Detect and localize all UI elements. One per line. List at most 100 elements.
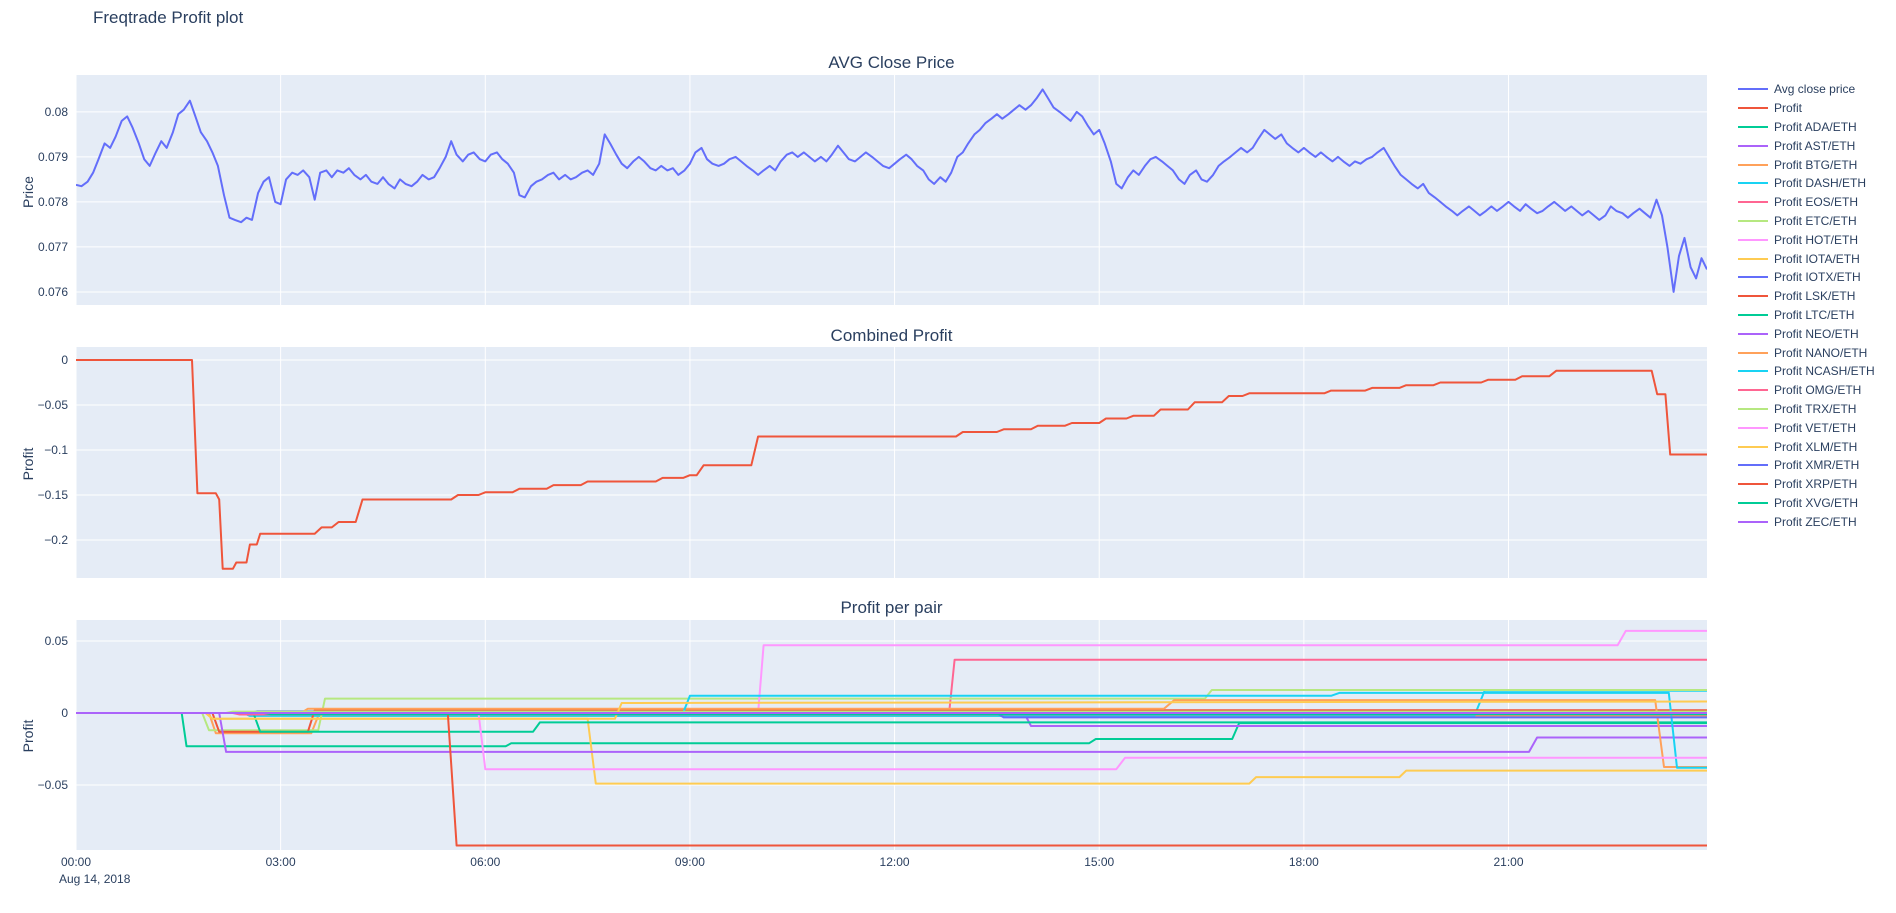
legend-item-profit-etc-eth[interactable]: Profit ETC/ETH bbox=[1738, 212, 1896, 231]
legend-item-profit-ncash-eth[interactable]: Profit NCASH/ETH bbox=[1738, 362, 1896, 381]
legend-item-profit-ada-eth[interactable]: Profit ADA/ETH bbox=[1738, 118, 1896, 137]
legend-item-label: Profit EOS/ETH bbox=[1774, 195, 1859, 210]
y-tick-label: 0.077 bbox=[37, 239, 68, 254]
legend-item-profit-nano-eth[interactable]: Profit NANO/ETH bbox=[1738, 343, 1896, 362]
legend-swatch-line bbox=[1738, 313, 1768, 316]
x-tick-label: 00:00 bbox=[60, 855, 92, 869]
legend-item-label: Profit NEO/ETH bbox=[1774, 326, 1859, 341]
legend-item-label: Profit BTG/ETH bbox=[1774, 157, 1858, 172]
legend-item-profit-vet-eth[interactable]: Profit VET/ETH bbox=[1738, 418, 1896, 437]
legend-swatch-line bbox=[1738, 407, 1768, 410]
x-tick-label: 21:00 bbox=[1493, 855, 1524, 869]
plot-area-0[interactable] bbox=[76, 75, 1707, 305]
legend-item-label: Profit XVG/ETH bbox=[1774, 495, 1859, 510]
plot-background bbox=[76, 620, 1707, 850]
legend-item-label: Profit TRX/ETH bbox=[1774, 401, 1857, 416]
x-tick-label: 15:00 bbox=[1084, 855, 1115, 869]
legend-item-label: Profit XMR/ETH bbox=[1774, 458, 1860, 473]
y-tick-label: 0.08 bbox=[44, 104, 68, 119]
legend: Avg close price Profit Profit ADA/ETH Profi… bbox=[1738, 80, 1896, 531]
legend-swatch-line bbox=[1738, 464, 1768, 467]
legend-item-profit[interactable]: Profit bbox=[1738, 99, 1896, 118]
y-tick-label: 0.076 bbox=[37, 284, 68, 299]
y-tick-label: 0.079 bbox=[37, 149, 68, 164]
legend-item-profit-xvg-eth[interactable]: Profit XVG/ETH bbox=[1738, 494, 1896, 513]
x-axis-date-label: Aug 14, 2018 bbox=[59, 872, 131, 886]
legend-item-profit-omg-eth[interactable]: Profit OMG/ETH bbox=[1738, 381, 1896, 400]
x-tick-label: 06:00 bbox=[470, 855, 501, 869]
legend-swatch-line bbox=[1738, 163, 1768, 166]
legend-swatch-line bbox=[1738, 351, 1768, 354]
legend-swatch-line bbox=[1738, 144, 1768, 147]
legend-item-label: Profit XRP/ETH bbox=[1774, 477, 1858, 492]
legend-item-profit-xlm-eth[interactable]: Profit XLM/ETH bbox=[1738, 437, 1896, 456]
legend-item-label: Avg close price bbox=[1774, 82, 1856, 97]
series-line-profit-ada-eth[interactable] bbox=[76, 712, 1707, 748]
page-title: Freqtrade Profit plot bbox=[93, 8, 244, 27]
legend-item-profit-neo-eth[interactable]: Profit NEO/ETH bbox=[1738, 324, 1896, 343]
legend-item-profit-xrp-eth[interactable]: Profit XRP/ETH bbox=[1738, 475, 1896, 494]
legend-item-label: Profit ETC/ETH bbox=[1774, 213, 1857, 228]
legend-item-label: Profit XLM/ETH bbox=[1774, 439, 1858, 454]
legend-swatch-line bbox=[1738, 238, 1768, 241]
y-tick-label: −0.1 bbox=[44, 442, 68, 457]
legend-swatch-line bbox=[1738, 445, 1768, 448]
legend-swatch-line bbox=[1738, 276, 1768, 279]
legend-item-profit-iotx-eth[interactable]: Profit IOTX/ETH bbox=[1738, 268, 1896, 287]
legend-item-avg-close-price[interactable]: Avg close price bbox=[1738, 80, 1896, 99]
series-line-avg-close-price[interactable] bbox=[76, 88, 1707, 293]
plot-background bbox=[76, 75, 1707, 305]
legend-swatch-line bbox=[1738, 332, 1768, 335]
legend-item-label: Profit AST/ETH bbox=[1774, 138, 1856, 153]
legend-item-profit-btg-eth[interactable]: Profit BTG/ETH bbox=[1738, 155, 1896, 174]
legend-item-label: Profit LSK/ETH bbox=[1774, 289, 1856, 304]
legend-item-profit-trx-eth[interactable]: Profit TRX/ETH bbox=[1738, 400, 1896, 419]
legend-item-profit-xmr-eth[interactable]: Profit XMR/ETH bbox=[1738, 456, 1896, 475]
chart-title-avg-close-price: AVG Close Price bbox=[828, 53, 955, 72]
legend-swatch-line bbox=[1738, 182, 1768, 185]
x-tick-label: 12:00 bbox=[879, 855, 910, 869]
legend-item-profit-iota-eth[interactable]: Profit IOTA/ETH bbox=[1738, 249, 1896, 268]
legend-swatch-line bbox=[1738, 257, 1768, 260]
legend-item-label: Profit OMG/ETH bbox=[1774, 383, 1862, 398]
x-tick-label: 03:00 bbox=[265, 855, 296, 869]
legend-item-label: Profit VET/ETH bbox=[1774, 420, 1857, 435]
legend-swatch-line bbox=[1738, 370, 1768, 373]
legend-item-profit-lsk-eth[interactable]: Profit LSK/ETH bbox=[1738, 287, 1896, 306]
legend-item-label: Profit NANO/ETH bbox=[1774, 345, 1868, 360]
y-tick-label: −0.2 bbox=[44, 533, 68, 547]
legend-item-label: Profit HOT/ETH bbox=[1774, 232, 1859, 247]
legend-item-label: Profit DASH/ETH bbox=[1774, 176, 1867, 191]
legend-item-profit-zec-eth[interactable]: Profit ZEC/ETH bbox=[1738, 512, 1896, 531]
legend-item-label: Profit ADA/ETH bbox=[1774, 119, 1857, 134]
chart-title-profit-per-pair: Profit per pair bbox=[840, 598, 943, 617]
legend-item-label: Profit ZEC/ETH bbox=[1774, 514, 1857, 529]
legend-item-label: Profit bbox=[1774, 101, 1803, 116]
y-tick-label: 0.05 bbox=[44, 634, 68, 649]
legend-item-profit-ltc-eth[interactable]: Profit LTC/ETH bbox=[1738, 306, 1896, 325]
legend-swatch-line bbox=[1738, 88, 1768, 91]
legend-item-label: Profit IOTA/ETH bbox=[1774, 251, 1860, 266]
series-line-profit[interactable] bbox=[76, 359, 1707, 570]
legend-item-profit-dash-eth[interactable]: Profit DASH/ETH bbox=[1738, 174, 1896, 193]
y-axis-title-profit-1: Profit bbox=[20, 447, 36, 481]
legend-swatch-line bbox=[1738, 520, 1768, 523]
x-tick-label: 18:00 bbox=[1288, 855, 1319, 869]
y-tick-label: −0.05 bbox=[37, 778, 68, 793]
plot-area-1[interactable] bbox=[76, 347, 1707, 578]
legend-item-profit-hot-eth[interactable]: Profit HOT/ETH bbox=[1738, 230, 1896, 249]
legend-swatch-line bbox=[1738, 125, 1768, 128]
plot-area-2[interactable] bbox=[76, 620, 1707, 850]
legend-swatch-line bbox=[1738, 107, 1768, 110]
y-tick-label: 0 bbox=[61, 352, 68, 367]
legend-swatch-line bbox=[1738, 219, 1768, 222]
series-line-profit-ncash-eth[interactable] bbox=[76, 691, 1707, 769]
legend-item-label: Profit IOTX/ETH bbox=[1774, 270, 1861, 285]
legend-item-label: Profit NCASH/ETH bbox=[1774, 364, 1875, 379]
y-tick-label: 0.078 bbox=[37, 194, 68, 209]
legend-swatch-line bbox=[1738, 201, 1768, 204]
legend-item-profit-ast-eth[interactable]: Profit AST/ETH bbox=[1738, 136, 1896, 155]
y-tick-label: −0.15 bbox=[37, 487, 68, 502]
legend-swatch-line bbox=[1738, 295, 1768, 298]
legend-item-profit-eos-eth[interactable]: Profit EOS/ETH bbox=[1738, 193, 1896, 212]
